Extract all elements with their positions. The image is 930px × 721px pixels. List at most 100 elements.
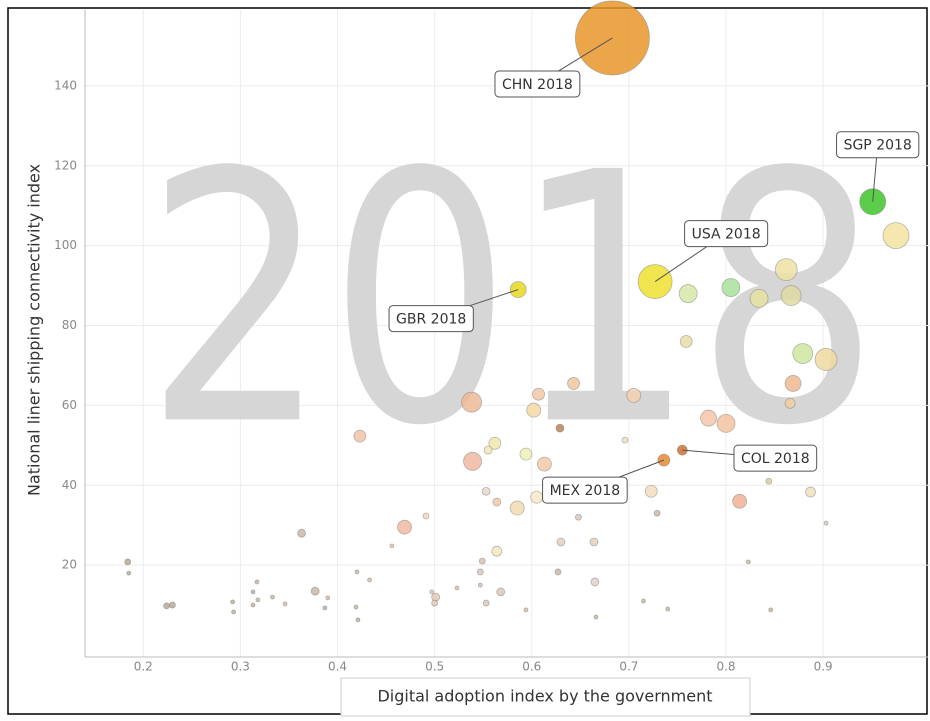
bubble (429, 589, 435, 595)
bubbles (124, 0, 910, 623)
bubble (526, 402, 542, 418)
bubble (700, 409, 717, 427)
bubble (823, 520, 829, 526)
x-tick-label: 0.9 (814, 660, 833, 674)
bubble (784, 375, 802, 392)
y-tick-label: 100 (54, 238, 77, 252)
bubble (169, 601, 176, 609)
bubble (353, 429, 367, 443)
point-label: MEX 2018 (550, 483, 621, 499)
point-label: COL 2018 (741, 451, 810, 467)
bubble (590, 577, 600, 587)
bubble (716, 413, 736, 433)
bubble (641, 598, 646, 604)
bubble (765, 477, 773, 485)
bubble (255, 597, 261, 603)
bubble (463, 451, 482, 471)
point-label: GBR 2018 (396, 312, 466, 328)
point-label: CHN 2018 (502, 77, 573, 93)
y-tick-label: 60 (62, 398, 77, 412)
x-tick-label: 0.8 (716, 660, 735, 674)
bubble (124, 558, 132, 566)
bubble (397, 519, 412, 535)
bubble (721, 278, 741, 297)
bubble (297, 528, 306, 538)
point-label: SGP 2018 (844, 138, 912, 154)
bubble (477, 582, 483, 588)
label-box (542, 476, 628, 504)
bubble (780, 285, 802, 306)
y-tick-label: 120 (54, 158, 77, 172)
bubble (814, 348, 838, 371)
bubble (567, 377, 580, 390)
y-tick-label: 20 (62, 558, 77, 572)
year-watermark: 2018 (145, 100, 880, 501)
bubble (491, 545, 503, 557)
bubble (575, 513, 582, 521)
bubble (422, 512, 430, 520)
bubble (644, 484, 658, 498)
bubble (732, 493, 748, 509)
bubble (537, 456, 552, 472)
x-tick-label: 0.7 (619, 660, 638, 674)
bubble (678, 284, 698, 303)
bubble (250, 602, 256, 608)
bubble (282, 601, 288, 607)
x-axis-label: Digital adoption index by the government (377, 687, 712, 706)
y-axis-label: National liner shipping connectivity ind… (25, 164, 44, 496)
bubble (322, 605, 328, 611)
bubble (626, 388, 642, 403)
bubble (250, 589, 256, 595)
bubble (745, 559, 751, 565)
bubble (367, 577, 372, 583)
bubble (163, 602, 170, 610)
bubble (476, 568, 484, 576)
label-box (494, 70, 581, 98)
bubble (230, 599, 236, 605)
bubble (523, 607, 529, 613)
bubble (556, 537, 566, 547)
bubble (532, 387, 545, 401)
bubble (354, 569, 360, 575)
bubble (481, 486, 491, 496)
bubble (231, 609, 237, 615)
x-tick-label: 0.5 (425, 660, 444, 674)
label-box (388, 305, 474, 333)
bubble (530, 490, 544, 504)
bubble (593, 614, 599, 620)
annotations: CHN 2018 SGP 2018 USA 2018 GBR 2018 MEX 2018… (388, 37, 920, 504)
bubble (325, 595, 331, 601)
y-tick-label: 140 (54, 78, 77, 92)
bubble (554, 568, 562, 576)
bubble (805, 486, 816, 498)
bubble (270, 594, 275, 600)
bubble (353, 604, 359, 610)
bubble (454, 585, 460, 591)
label-box (733, 444, 818, 472)
bubble (555, 423, 565, 433)
bubble (589, 537, 599, 547)
bubble (254, 579, 260, 585)
x-tick-label: 0.2 (134, 660, 153, 674)
label-box (836, 131, 920, 159)
x-label-box (340, 677, 751, 717)
bubble (355, 617, 361, 623)
point-label: USA 2018 (692, 227, 761, 243)
bubble (478, 557, 486, 565)
bubble (665, 606, 671, 612)
y-tick-label: 80 (62, 318, 77, 332)
x-tick-label: 0.6 (522, 660, 541, 674)
bubble (519, 447, 533, 461)
bubble (784, 397, 796, 409)
bubble (653, 509, 661, 517)
bubble (310, 586, 320, 596)
bubble (482, 599, 490, 607)
bubble (431, 599, 439, 607)
bubble (126, 570, 132, 576)
bubble (389, 543, 395, 549)
bubble (792, 343, 814, 364)
bubble (679, 335, 693, 348)
bubble (774, 258, 798, 281)
y-tick-label: 40 (62, 478, 77, 492)
